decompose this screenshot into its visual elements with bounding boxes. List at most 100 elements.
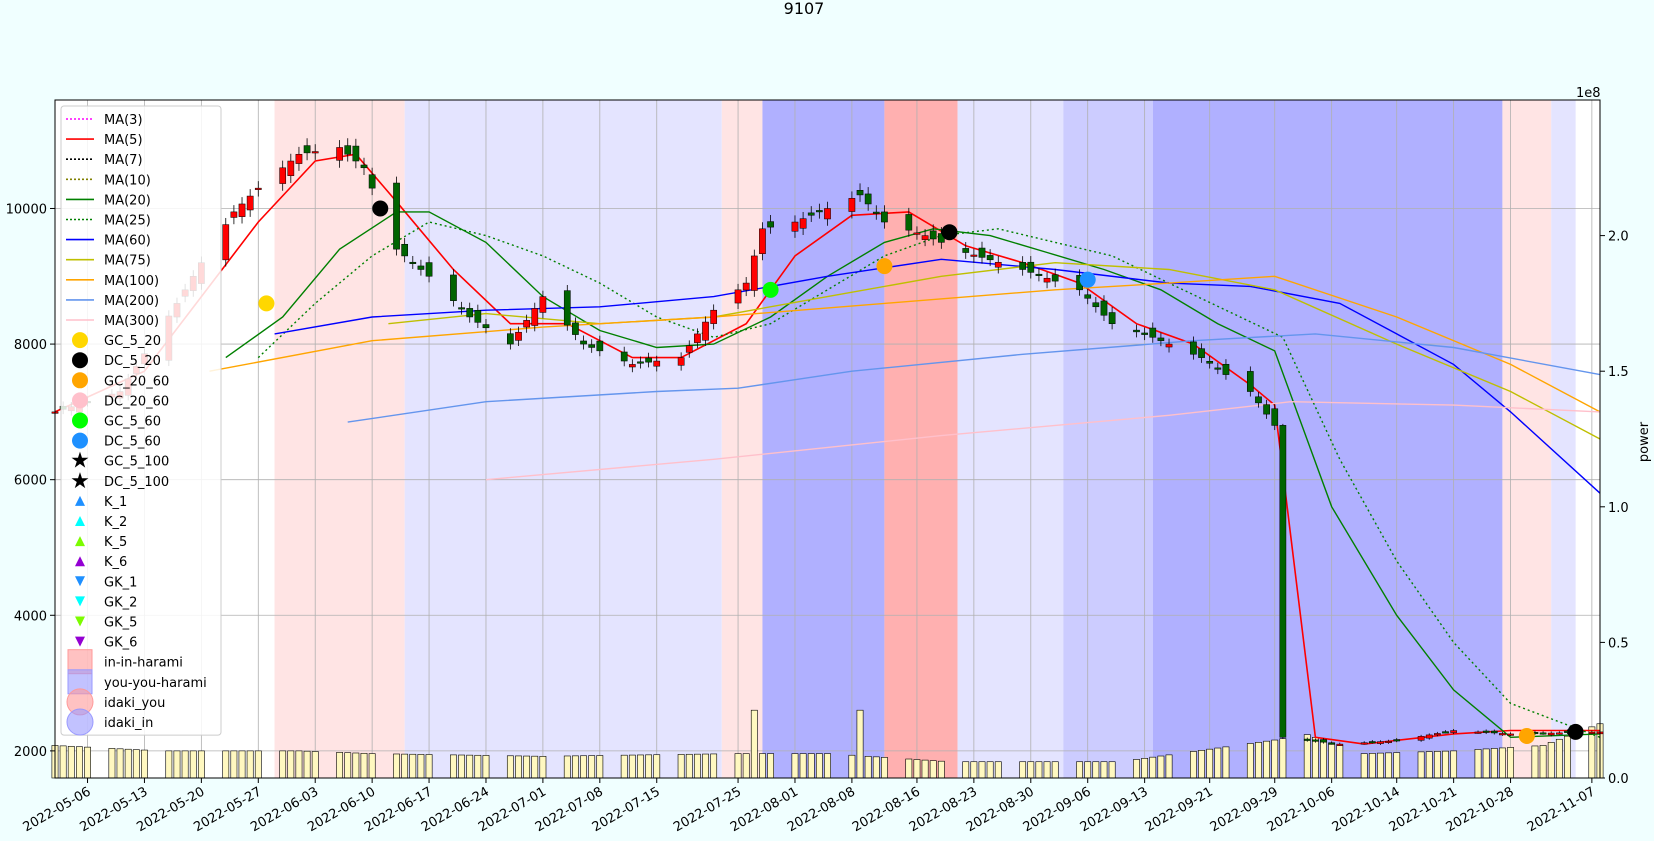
candle-body: [230, 211, 238, 218]
volume-bar: [1474, 749, 1482, 779]
volume-bar: [1206, 748, 1214, 779]
candle-body: [1035, 273, 1043, 276]
legend-circle-swatch: [72, 432, 88, 449]
legend-label: MA(20): [104, 193, 151, 208]
candle-body: [1279, 425, 1287, 738]
legend-label: MA(7): [104, 153, 143, 168]
volume-bar: [1425, 751, 1433, 779]
candle-body: [1133, 329, 1140, 333]
right-axis-label: power: [1637, 421, 1652, 462]
candle-body: [742, 282, 750, 291]
legend-label: in-in-harami: [104, 656, 183, 671]
volume-bar: [994, 761, 1002, 779]
legend-label: MA(5): [104, 133, 143, 148]
candle-body: [393, 182, 400, 250]
legend-circle-swatch: [72, 352, 88, 369]
legend-label: GC_5_20: [104, 334, 161, 349]
candle-body: [539, 296, 547, 313]
legend-triangle-down-swatch: [75, 636, 85, 647]
legend-label: GK_1: [104, 575, 137, 590]
legend-label: GK_5: [104, 616, 137, 631]
volume-bar: [458, 754, 465, 779]
volume-bar: [767, 753, 774, 779]
candle-body: [1328, 742, 1336, 745]
volume-bar: [1149, 756, 1157, 779]
volume-bar: [344, 752, 352, 779]
cross-marker: [1567, 723, 1584, 740]
volume-bar: [75, 746, 83, 779]
volume-bar: [1279, 738, 1287, 779]
y-tick-label-left: 10000: [6, 202, 47, 217]
volume-bar: [1133, 759, 1140, 779]
candle-body: [1336, 743, 1344, 746]
volume-bar: [1328, 742, 1336, 779]
volume-bar: [1019, 761, 1027, 779]
volume-bar: [1417, 751, 1425, 779]
background-band: [957, 100, 1064, 778]
volume-bar: [523, 755, 531, 779]
legend-label: idaki_in: [104, 716, 153, 731]
candle-body: [881, 211, 888, 223]
moving-average-line: [257, 221, 1601, 738]
background-band: [884, 100, 958, 778]
candle-body: [596, 340, 604, 352]
volume-bar: [173, 750, 181, 779]
volume-bar: [59, 745, 67, 779]
candle-body: [458, 307, 465, 310]
volume-bar: [506, 755, 514, 779]
volume-bar: [1433, 751, 1441, 779]
candle-body: [360, 164, 368, 169]
volume-bar: [287, 750, 295, 779]
volume-bar: [116, 748, 124, 779]
candle-body: [588, 344, 596, 348]
legend-label: MA(100): [104, 274, 159, 289]
volume-bar: [246, 750, 254, 779]
candle-body: [1303, 738, 1311, 741]
candle-body: [872, 211, 880, 214]
volume-bar: [1092, 761, 1100, 779]
candle-body: [222, 224, 230, 261]
volume-bar: [1531, 745, 1539, 779]
candle-body: [1417, 736, 1425, 741]
volume-bar: [531, 755, 539, 779]
background-band: [1063, 100, 1153, 778]
volume-bar: [1393, 752, 1401, 779]
legend-label: K_6: [104, 555, 127, 570]
candle-body: [1474, 731, 1482, 734]
volume-bar: [482, 755, 490, 779]
y-tick-label-right: 2.0: [1608, 230, 1629, 245]
background-band: [1502, 100, 1552, 778]
volume-bar: [222, 750, 230, 779]
candle-body: [466, 308, 474, 318]
volume-bar: [759, 753, 766, 779]
candle-body: [1507, 733, 1514, 736]
legend-bigcircle-swatch: [66, 708, 94, 736]
candle-body: [653, 360, 661, 367]
volume-bar: [1360, 753, 1368, 779]
legend-label: GK_2: [104, 595, 137, 610]
cross-marker: [1518, 727, 1535, 744]
candle-body: [685, 345, 693, 353]
legend-label: MA(300): [104, 314, 159, 329]
volume-bar: [637, 754, 644, 779]
candle-body: [962, 248, 970, 253]
candle-body: [1157, 337, 1165, 341]
volume-bar: [1043, 761, 1051, 779]
candle-body: [1214, 367, 1222, 370]
volume-bar: [425, 754, 433, 779]
y-tick-label-left: 8000: [14, 338, 47, 353]
candle-body: [921, 235, 929, 240]
volume-bar: [856, 709, 864, 779]
volume-bar: [1214, 747, 1222, 779]
volume-bar: [1336, 745, 1344, 779]
volume-bar: [1311, 737, 1319, 779]
plot-frame: [54, 99, 1601, 779]
background-band: [762, 100, 885, 778]
candle-body: [303, 145, 311, 154]
legend-label: DC_5_60: [104, 435, 161, 450]
candle-body: [1149, 327, 1157, 338]
volume-bar: [360, 752, 368, 779]
volume-bar: [1499, 747, 1506, 779]
candle-body: [1043, 277, 1051, 283]
